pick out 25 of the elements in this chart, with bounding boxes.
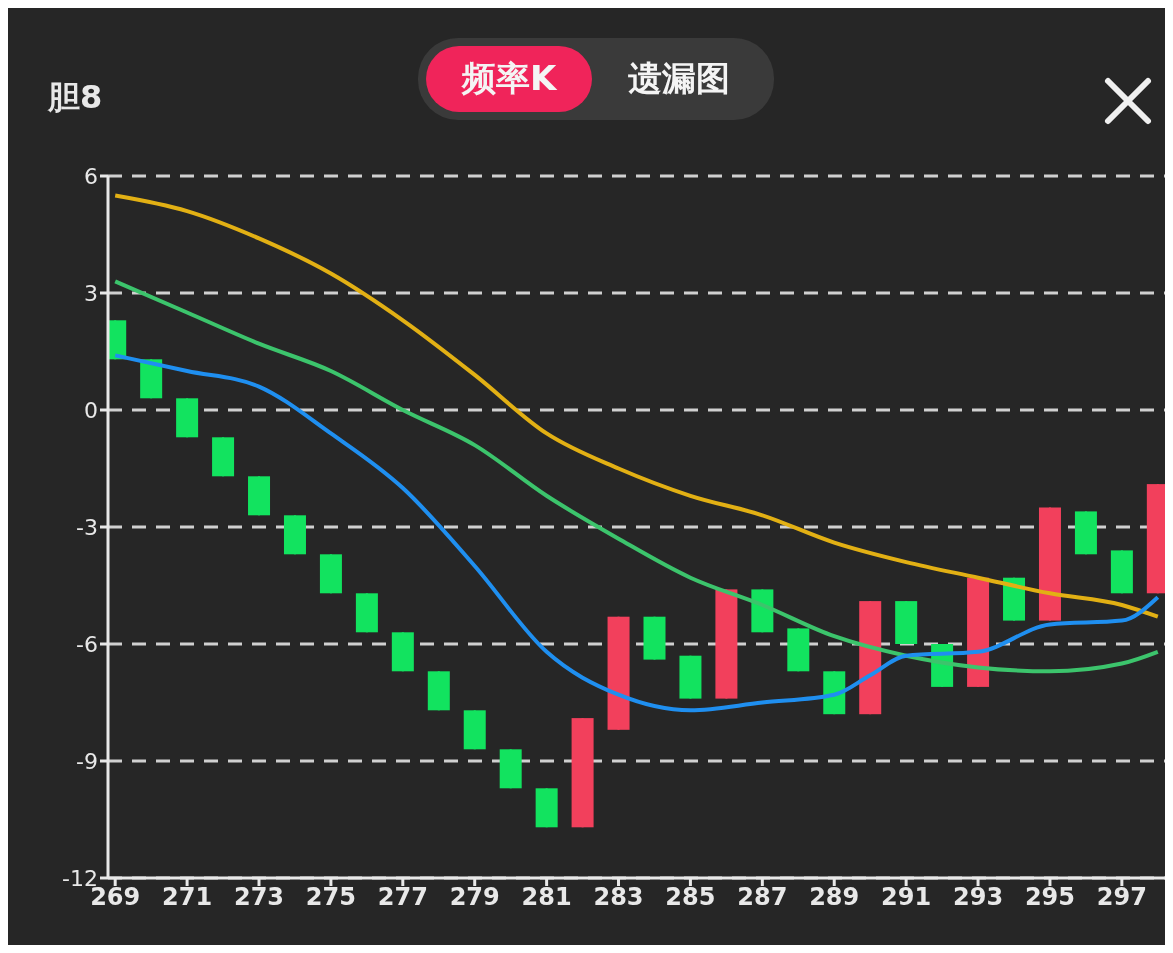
x-tick-label: 287 [737, 883, 788, 912]
y-tick-label: 3 [84, 280, 98, 306]
x-tick-label: 293 [952, 883, 1004, 912]
x-tick-label: 297 [1096, 883, 1147, 912]
x-tick-label: 283 [593, 883, 644, 912]
y-tick-label: 0 [84, 397, 98, 423]
tab-switch: 频率K 遗漏图 [418, 38, 775, 120]
x-tick-label: 273 [233, 883, 285, 912]
line-series [113, 279, 1160, 674]
x-tick-label: 289 [809, 883, 860, 912]
y-tick-label: 6 [84, 163, 98, 189]
x-tick-label: 279 [449, 883, 500, 912]
x-tick-label: 291 [881, 883, 932, 912]
line-series [113, 353, 1160, 713]
x-tick-label: 281 [521, 883, 572, 912]
chart-title: 胆8 [48, 77, 103, 118]
x-tick-label: 285 [665, 883, 716, 912]
x-tick-label: 295 [1024, 883, 1076, 912]
y-tick-label: -6 [76, 631, 98, 657]
x-tick-label: 275 [305, 883, 356, 912]
y-tick-label: -3 [76, 514, 98, 540]
line-series [113, 193, 1160, 619]
x-tick-label: 271 [162, 883, 213, 912]
y-tick-label: -9 [76, 748, 98, 774]
x-tick-label: 277 [377, 883, 428, 912]
